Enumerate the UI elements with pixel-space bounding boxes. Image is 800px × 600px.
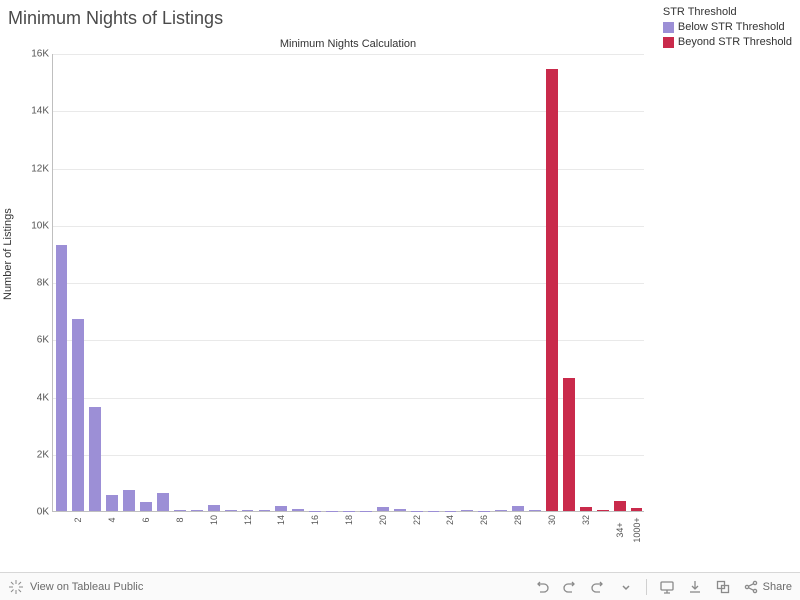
gridline	[53, 54, 644, 55]
toolbar-separator	[646, 579, 647, 595]
toolbar: View on Tableau Public Share	[0, 572, 800, 600]
bar	[580, 507, 592, 511]
legend-swatch	[663, 37, 674, 48]
view-on-tableau-link[interactable]: View on Tableau Public	[8, 579, 143, 595]
x-tick-label: 2	[73, 517, 83, 522]
x-tick-label: 32	[581, 515, 591, 525]
bar	[191, 510, 203, 511]
bar	[529, 510, 541, 511]
view-on-tableau-label: View on Tableau Public	[30, 581, 143, 593]
y-tick-label: 12K	[31, 163, 49, 174]
y-axis-label: Number of Listings	[2, 208, 14, 300]
bar	[495, 510, 507, 511]
bar	[259, 510, 271, 511]
x-tick-label: 16	[310, 515, 320, 525]
x-tick-label: 22	[412, 515, 422, 525]
fullscreen-icon[interactable]	[715, 579, 731, 595]
x-tick-label: 8	[175, 517, 185, 522]
legend-label: Below STR Threshold	[678, 20, 785, 35]
y-tick-label: 4K	[37, 392, 49, 403]
presentation-icon[interactable]	[659, 579, 675, 595]
share-button[interactable]: Share	[743, 579, 792, 595]
bar	[242, 510, 254, 511]
x-tick-label: 26	[479, 515, 489, 525]
legend-label: Beyond STR Threshold	[678, 35, 792, 50]
y-tick-label: 16K	[31, 49, 49, 60]
bar	[225, 510, 237, 511]
bar	[631, 508, 643, 511]
bar	[292, 509, 304, 511]
bar	[89, 407, 101, 511]
x-tick-label: 6	[141, 517, 151, 522]
x-tick-label: 12	[243, 515, 253, 525]
reset-icon[interactable]	[590, 579, 606, 595]
redo-icon[interactable]	[562, 579, 578, 595]
y-tick-label: 6K	[37, 335, 49, 346]
bar	[123, 490, 135, 511]
x-tick-label: 14	[276, 515, 286, 525]
legend-item: Below STR Threshold	[663, 20, 792, 35]
page-title: Minimum Nights of Listings	[8, 8, 223, 29]
legend: STR Threshold Below STR ThresholdBeyond …	[663, 6, 792, 50]
x-tick-label: 10	[209, 515, 219, 525]
bar	[546, 69, 558, 511]
bar-chart: 0K2K4K6K8K10K12K14K16K246810121416182022…	[52, 54, 644, 512]
bar	[597, 510, 609, 511]
bar	[512, 506, 524, 511]
x-tick-label: 30	[547, 515, 557, 525]
bar	[614, 501, 626, 511]
y-tick-label: 8K	[37, 278, 49, 289]
x-tick-label: 20	[378, 515, 388, 525]
y-tick-label: 2K	[37, 449, 49, 460]
y-tick-label: 0K	[37, 507, 49, 518]
share-label: Share	[763, 581, 792, 593]
download-icon[interactable]	[687, 579, 703, 595]
bar	[563, 378, 575, 511]
bar	[140, 502, 152, 511]
legend-item: Beyond STR Threshold	[663, 35, 792, 50]
bar	[157, 493, 169, 511]
chart-subtitle: Minimum Nights Calculation	[280, 38, 416, 50]
bar	[106, 495, 118, 511]
x-tick-label: 18	[344, 515, 354, 525]
bar	[275, 506, 287, 511]
y-tick-label: 10K	[31, 220, 49, 231]
bar	[394, 509, 406, 511]
legend-swatch	[663, 22, 674, 33]
bar	[56, 245, 68, 511]
bar	[461, 510, 473, 511]
x-tick-label: 1000+	[632, 517, 642, 542]
bar	[377, 507, 389, 511]
undo-icon[interactable]	[534, 579, 550, 595]
tableau-icon	[8, 579, 24, 595]
x-tick-label: 34+	[615, 522, 625, 537]
x-tick-label: 4	[107, 517, 117, 522]
y-tick-label: 14K	[31, 106, 49, 117]
bar	[174, 510, 186, 511]
bar	[72, 319, 84, 511]
x-tick-label: 24	[445, 515, 455, 525]
x-tick-label: 28	[513, 515, 523, 525]
legend-title: STR Threshold	[663, 6, 792, 18]
share-icon	[743, 579, 759, 595]
chevron-down-icon[interactable]	[618, 579, 634, 595]
bar	[208, 505, 220, 511]
